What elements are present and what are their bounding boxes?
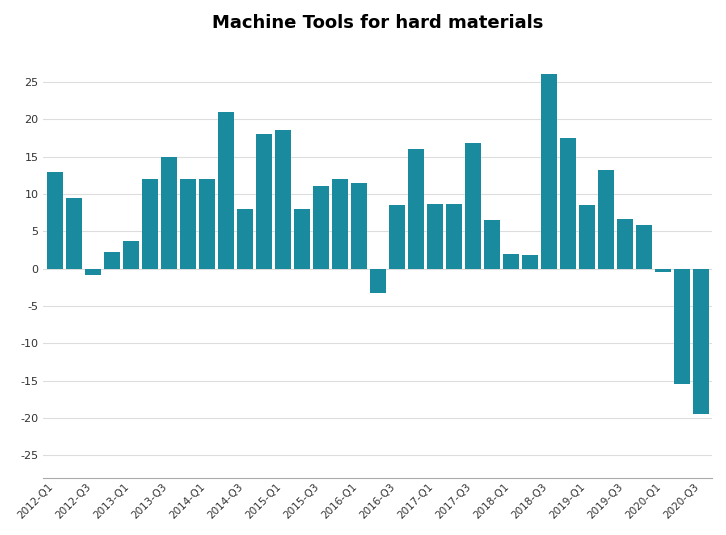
Bar [104,252,120,269]
Bar [616,219,633,269]
Bar [123,241,139,269]
Bar [351,183,367,269]
Bar [484,220,499,269]
Bar [274,131,291,269]
Bar [218,112,234,269]
Bar [693,269,709,414]
Bar [370,269,386,293]
Bar [160,157,177,269]
Bar [199,179,215,269]
Bar [636,225,652,269]
Bar [46,172,63,269]
Bar [502,254,519,269]
Bar [66,197,82,269]
Bar [256,134,272,269]
Bar [446,204,462,269]
Bar [388,205,405,269]
Title: Machine Tools for hard materials: Machine Tools for hard materials [212,14,544,32]
Bar [560,138,576,269]
Bar [85,269,101,274]
Bar [427,204,443,269]
Bar [597,170,613,269]
Bar [465,143,481,269]
Bar [522,255,538,269]
Bar [237,209,253,269]
Bar [332,179,348,269]
Bar [142,179,158,269]
Bar [541,74,557,269]
Bar [180,179,196,269]
Bar [313,187,329,269]
Bar [674,269,690,385]
Bar [655,269,671,272]
Bar [579,205,595,269]
Bar [294,209,310,269]
Bar [408,149,424,269]
